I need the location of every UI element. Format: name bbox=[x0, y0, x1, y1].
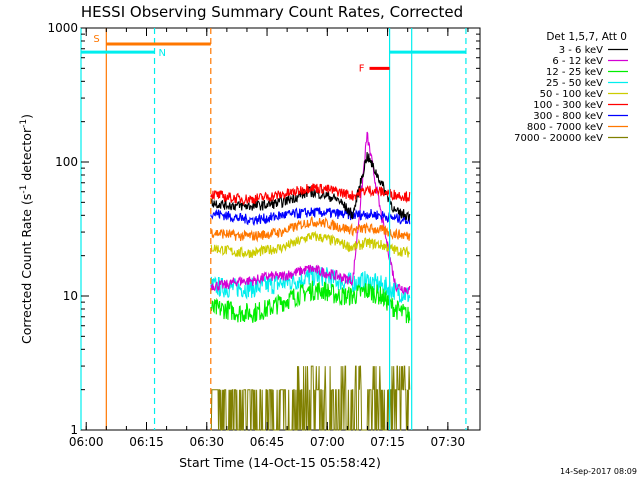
series-line-25-50-kev bbox=[210, 266, 411, 304]
y-tick-label: 1000 bbox=[47, 21, 78, 35]
series-line-12-25-kev bbox=[210, 280, 411, 324]
annotation-label-f: F bbox=[359, 63, 365, 74]
series-line-6-12-kev bbox=[210, 131, 411, 296]
x-tick-label: 06:30 bbox=[189, 435, 224, 449]
series-line-50-100-kev bbox=[210, 230, 411, 259]
series-line-300-800-kev bbox=[210, 207, 411, 227]
legend-label: 6 - 12 keV bbox=[552, 56, 603, 67]
y-axis-label: Corrected Count Rate (s-1 detector-1) bbox=[19, 114, 34, 344]
legend-label: 100 - 300 keV bbox=[533, 100, 603, 111]
series-line-7000-20000-kev bbox=[210, 365, 411, 431]
y-tick-label: 100 bbox=[55, 155, 78, 169]
legend-label: 50 - 100 keV bbox=[540, 89, 604, 100]
legend-title: Det 1,5,7, Att 0 bbox=[546, 31, 627, 43]
legend-label: 800 - 7000 keV bbox=[527, 122, 603, 133]
timestamp: 14-Sep-2017 08:09 bbox=[560, 467, 637, 476]
x-tick-label: 06:00 bbox=[69, 435, 104, 449]
legend-label: 12 - 25 keV bbox=[546, 67, 603, 78]
annotation-label-s: S bbox=[93, 34, 99, 45]
x-axis-label: Start Time (14-Oct-15 05:58:42) bbox=[179, 455, 381, 470]
series-line-3-6-kev bbox=[210, 152, 411, 223]
series-line-800-7000-kev bbox=[210, 216, 411, 243]
plot-area bbox=[210, 131, 411, 431]
y-tick-label: 10 bbox=[63, 289, 78, 303]
x-tick-label: 07:15 bbox=[370, 435, 405, 449]
legend-label: 7000 - 20000 keV bbox=[514, 133, 603, 144]
legend-label: 300 - 800 keV bbox=[533, 111, 603, 122]
axes: 06:00 06:15 06:30 06:45 07:00 07:15 07:30 1 10 10… bbox=[47, 21, 480, 449]
y-tick-label: 1 bbox=[70, 423, 78, 437]
x-tick-label: 07:30 bbox=[431, 435, 466, 449]
chart-title: HESSI Observing Summary Count Rates, Cor… bbox=[81, 3, 463, 21]
legend-label: 3 - 6 keV bbox=[559, 45, 603, 56]
plot-frame bbox=[80, 27, 481, 431]
x-tick-label: 07:00 bbox=[310, 435, 345, 449]
annotations: S N F bbox=[80, 28, 467, 430]
x-tick-label: 06:45 bbox=[250, 435, 285, 449]
legend-label: 25 - 50 keV bbox=[546, 78, 603, 89]
x-tick-label: 06:15 bbox=[129, 435, 164, 449]
annotation-label-n: N bbox=[159, 48, 166, 59]
series-line-100-300-kev bbox=[210, 183, 411, 206]
